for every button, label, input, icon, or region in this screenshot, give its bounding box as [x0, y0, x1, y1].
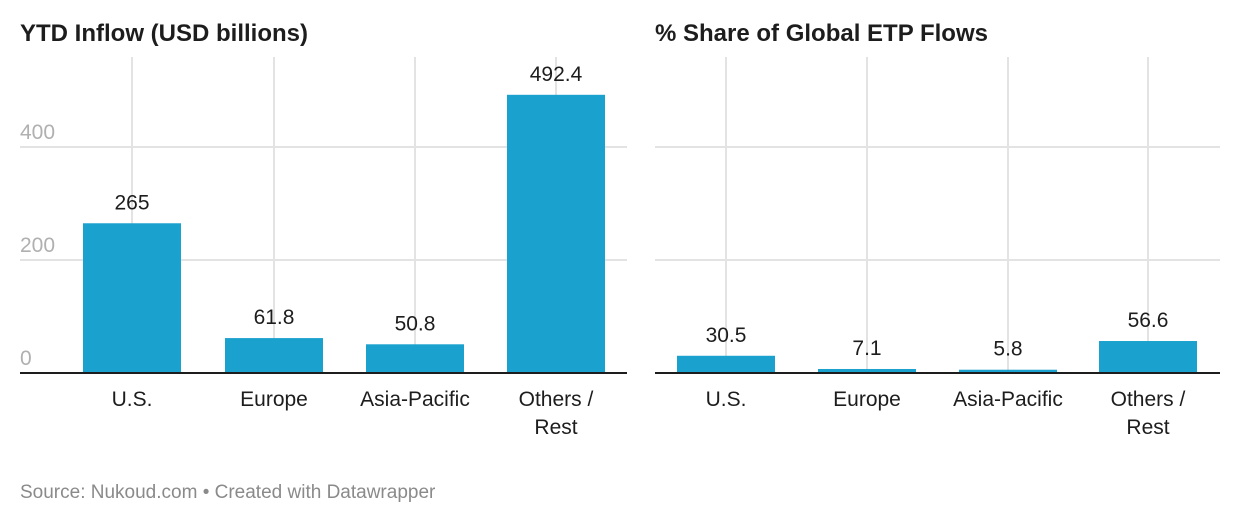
y-tick-label: 200	[20, 234, 55, 257]
category-label: Europe	[833, 388, 901, 411]
data-label: 50.8	[395, 312, 436, 335]
category-label: Others /	[1111, 388, 1186, 411]
data-label: 30.5	[706, 324, 747, 347]
category-label: U.S.	[112, 388, 153, 411]
bar	[83, 223, 181, 373]
bar	[225, 338, 323, 373]
data-label: 56.6	[1128, 309, 1169, 332]
data-label: 265	[114, 191, 149, 214]
data-label: 61.8	[254, 306, 295, 329]
y-tick-label: 400	[20, 121, 55, 144]
bar	[677, 355, 775, 373]
bar	[818, 368, 916, 373]
bar	[1099, 341, 1197, 373]
bar	[959, 369, 1057, 373]
category-label: Rest	[534, 416, 577, 439]
category-label: U.S.	[706, 388, 747, 411]
category-label: Others /	[519, 388, 594, 411]
category-label: Rest	[1126, 416, 1169, 439]
bar	[366, 344, 464, 373]
data-label: 492.4	[530, 63, 583, 86]
data-label: 5.8	[993, 338, 1022, 361]
chart-title-share: % Share of Global ETP Flows	[655, 20, 988, 47]
chart-title-inflow: YTD Inflow (USD billions)	[20, 20, 308, 47]
category-label: Europe	[240, 388, 308, 411]
y-tick-label: 0	[20, 347, 32, 370]
source-footer: Source: Nukoud.com • Created with Datawr…	[20, 482, 436, 503]
bar	[507, 94, 605, 373]
category-label: Asia-Pacific	[360, 388, 470, 411]
data-label: 7.1	[852, 337, 881, 360]
category-label: Asia-Pacific	[953, 388, 1063, 411]
